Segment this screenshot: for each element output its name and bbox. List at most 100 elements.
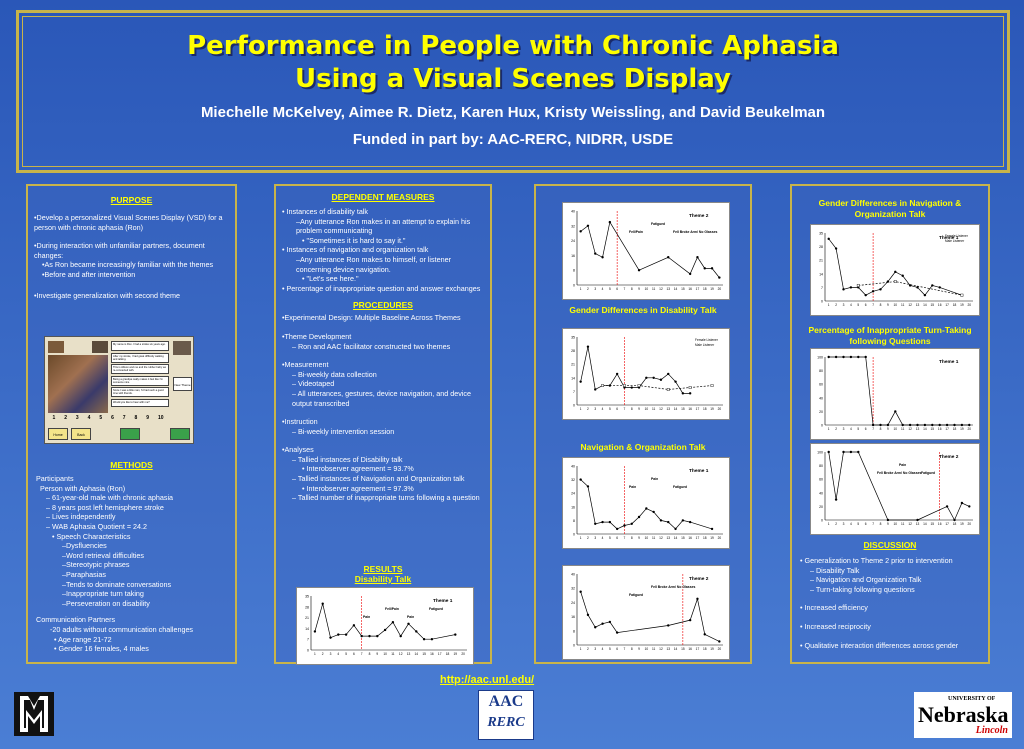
x-tick-label: 3: [594, 287, 596, 291]
methods-line: –Word retrieval difficulties: [62, 550, 145, 560]
proc-line: – Tallied instances of Navigation and Or…: [292, 474, 465, 484]
chart-annotation: Theme 1: [939, 359, 959, 365]
x-tick-label: 7: [624, 287, 626, 291]
data-point: [579, 590, 582, 593]
x-tick-label: 19: [960, 427, 964, 431]
vsd-number[interactable]: 9: [146, 415, 149, 421]
data-point: [630, 386, 633, 389]
x-tick-label: 7: [624, 407, 626, 411]
vsd-home-button[interactable]: Home: [48, 428, 68, 440]
x-tick-label: 6: [865, 522, 867, 526]
data-point: [667, 256, 670, 259]
x-tick-label: 1: [580, 536, 582, 540]
x-tick-label: 16: [938, 427, 942, 431]
vsd-green-button[interactable]: [120, 428, 140, 440]
x-tick-label: 13: [916, 303, 920, 307]
data-point: [667, 372, 670, 376]
x-tick-label: 20: [718, 287, 722, 291]
x-tick-label: 10: [645, 407, 649, 411]
methods-heading: METHODS: [110, 460, 153, 470]
x-tick-label: 10: [645, 647, 649, 651]
data-point: [688, 520, 692, 524]
data-point: [637, 384, 641, 387]
x-tick-label: 12: [659, 287, 663, 291]
x-tick-label: 20: [968, 522, 972, 526]
x-tick-label: 8: [880, 522, 882, 526]
y-tick-label: 24: [571, 601, 575, 605]
proc-line: – Bi-weekly data collection: [292, 369, 377, 379]
x-tick-label: 10: [645, 287, 649, 291]
x-tick-label: 9: [638, 407, 640, 411]
vsd-number[interactable]: 3: [75, 415, 79, 421]
vsd-bubble[interactable]: After my stroke, I had great difficulty …: [111, 352, 169, 363]
x-tick-label: 12: [399, 652, 403, 656]
vsd-number[interactable]: 6: [111, 415, 114, 421]
x-tick-label: 2: [587, 287, 589, 291]
x-tick-label: 6: [865, 303, 867, 307]
purpose-methods-panel: PURPOSE •Develop a personalized Visual S…: [26, 184, 237, 664]
methods-list: Participants Person with Aphasia (Ron) –…: [36, 474, 236, 654]
data-point: [344, 633, 348, 636]
data-point: [391, 621, 395, 624]
y-tick-label: 100: [817, 356, 823, 360]
chart-annotation: Fatigued: [651, 222, 665, 226]
data-point: [415, 630, 418, 633]
disc-line: • Increased reciprocity: [800, 621, 871, 631]
y-tick-label: 16: [571, 505, 575, 509]
authors: Miechelle McKelvey, Aimee R. Dietz, Kare…: [200, 104, 826, 121]
vsd-number[interactable]: 2: [64, 415, 67, 421]
vsd-bubble[interactable]: This is Allison and me and the rubber ba…: [111, 364, 169, 374]
vsd-bubble[interactable]: Being a grandpa really makes it feel lik…: [111, 375, 169, 386]
methods-line: Communication Partners: [36, 615, 116, 625]
vsd-number[interactable]: 5: [99, 415, 103, 421]
data-point: [666, 388, 670, 391]
dependent-measures-heading: DEPENDENT MEASURES: [331, 192, 435, 202]
y-tick-label: 40: [819, 491, 823, 495]
chart-annotation: Pain: [363, 615, 370, 619]
x-tick-label: 14: [923, 522, 927, 526]
vsd-number[interactable]: 7: [122, 415, 126, 421]
data-point: [681, 519, 685, 522]
vsd-number[interactable]: 1: [52, 415, 56, 421]
x-tick-label: 10: [894, 522, 898, 526]
purpose-item: •During interaction with unfamiliar part…: [34, 241, 205, 260]
x-tick-label: 6: [616, 287, 618, 291]
vsd-bubble[interactable]: Since I was a little man, I'd had such a…: [111, 387, 169, 397]
vsd-back-button[interactable]: Back: [71, 428, 91, 440]
data-point: [710, 384, 714, 387]
disc-line: – Navigation and Organization Talk: [810, 575, 922, 585]
y-tick-label: 14: [819, 272, 823, 276]
data-point: [827, 355, 830, 359]
x-tick-label: 8: [631, 287, 633, 291]
x-tick-label: 14: [674, 647, 678, 651]
vsd-number[interactable]: 8: [134, 415, 138, 421]
vsd-green-button[interactable]: [170, 428, 190, 440]
methods-line: – 61-year-old male with chronic aphasia: [46, 493, 174, 503]
vsd-screenshot: My name is Ron. I had a stroke six years…: [44, 336, 194, 444]
vsd-bubble[interactable]: Would you like to hear with me?: [111, 398, 169, 407]
vsd-side-button[interactable]: New Theme: [173, 377, 192, 391]
series-line: [580, 479, 713, 530]
data-point: [945, 505, 949, 508]
website-link[interactable]: http://aac.unl.edu/: [440, 674, 535, 686]
data-point: [674, 527, 677, 531]
vsd-bubble[interactable]: My name is Ron. I had a stroke six years…: [111, 341, 169, 351]
x-tick-label: 19: [960, 303, 964, 307]
x-tick-label: 11: [652, 536, 656, 540]
vsd-number[interactable]: 4: [87, 415, 91, 421]
data-point: [953, 423, 956, 427]
data-point: [615, 372, 619, 376]
y-tick-label: 0: [821, 424, 823, 428]
data-point: [601, 256, 604, 259]
funding: Funded in part by: AAC-RERC, NIDRR, USDE: [352, 131, 674, 148]
x-tick-label: 1: [828, 303, 830, 307]
vsd-number[interactable]: 10: [157, 415, 164, 421]
vsd-photo: [48, 355, 108, 413]
x-tick-label: 17: [696, 287, 700, 291]
disc-line: • Qualitative interaction differences ac…: [800, 640, 959, 650]
series-line: [580, 346, 691, 394]
methods-line: Person with Aphasia (Ron): [40, 483, 126, 493]
x-tick-label: 1: [580, 407, 582, 411]
